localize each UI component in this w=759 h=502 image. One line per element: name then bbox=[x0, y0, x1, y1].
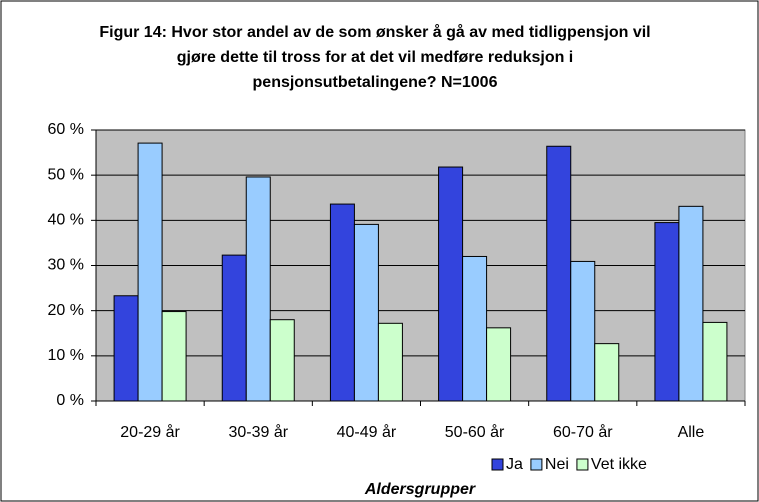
bar bbox=[654, 222, 680, 402]
x-tick-label: 60-70 år bbox=[553, 423, 613, 441]
bar bbox=[678, 205, 704, 402]
bar bbox=[462, 255, 488, 402]
x-tick-label: 50-60 år bbox=[445, 423, 505, 441]
legend-swatch bbox=[491, 458, 504, 471]
y-tick-label: 10 % bbox=[48, 347, 84, 364]
bar bbox=[570, 260, 596, 402]
x-tick-label: 40-49 år bbox=[337, 423, 397, 441]
chart-title: Figur 14: Hvor stor andel av de som ønsk… bbox=[99, 24, 651, 91]
legend-label: Nei bbox=[545, 456, 569, 473]
bar bbox=[269, 319, 295, 402]
y-tick-label: 30 % bbox=[48, 257, 84, 274]
y-tick-label: 40 % bbox=[48, 212, 84, 229]
bar bbox=[245, 176, 271, 402]
bar bbox=[377, 322, 403, 402]
bar bbox=[329, 203, 355, 402]
bar bbox=[353, 223, 379, 402]
y-tick-label: 0 % bbox=[56, 392, 84, 409]
bar bbox=[546, 145, 572, 402]
x-tick-label: Alle bbox=[678, 424, 705, 441]
bar bbox=[161, 311, 187, 402]
legend-label: Ja bbox=[506, 456, 523, 473]
x-tick-label: 20-29 år bbox=[120, 423, 180, 441]
x-axis-title: Aldersgrupper bbox=[364, 481, 476, 498]
y-tick-label: 20 % bbox=[48, 302, 84, 319]
legend-swatch bbox=[530, 458, 543, 471]
bar bbox=[486, 327, 512, 402]
legend-label: Vet ikke bbox=[591, 456, 647, 473]
bar bbox=[438, 166, 464, 402]
bar bbox=[221, 254, 247, 402]
bar bbox=[137, 142, 163, 402]
legend-swatch bbox=[576, 458, 589, 471]
bar bbox=[113, 295, 139, 402]
bar bbox=[594, 343, 620, 402]
x-tick-label: 30-39 år bbox=[228, 423, 288, 441]
y-tick-label: 50 % bbox=[48, 166, 84, 183]
y-tick-label: 60 % bbox=[48, 121, 84, 138]
bar bbox=[702, 321, 728, 402]
